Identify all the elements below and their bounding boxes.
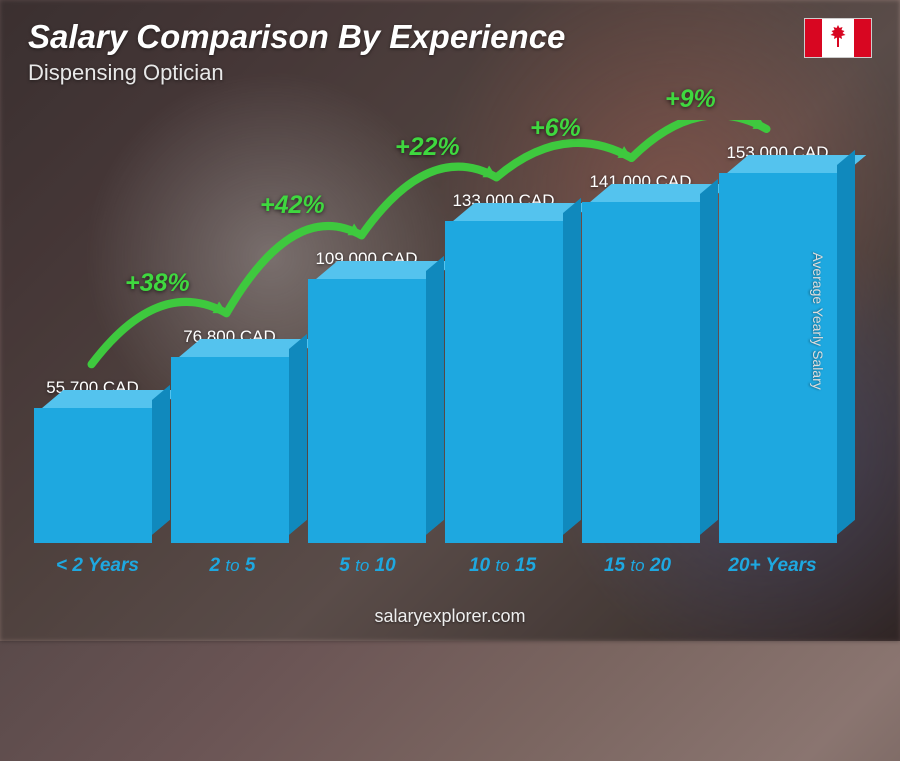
page-subtitle: Dispensing Optician	[28, 60, 565, 86]
footer-credit: salaryexplorer.com	[0, 606, 900, 627]
increase-arrow-icon	[30, 120, 900, 761]
bar-chart: 55,700 CAD 76,800 CAD 109,000 CAD 133,00…	[30, 120, 840, 571]
page-title: Salary Comparison By Experience	[28, 18, 565, 56]
percent-label: +9%	[665, 85, 716, 114]
maple-leaf-icon	[828, 25, 848, 51]
percent-increase-badge: +9%	[665, 85, 716, 114]
flag-icon	[804, 18, 872, 58]
y-axis-label: Average Yearly Salary	[809, 252, 825, 390]
title-block: Salary Comparison By Experience Dispensi…	[28, 18, 565, 86]
header: Salary Comparison By Experience Dispensi…	[28, 18, 872, 86]
